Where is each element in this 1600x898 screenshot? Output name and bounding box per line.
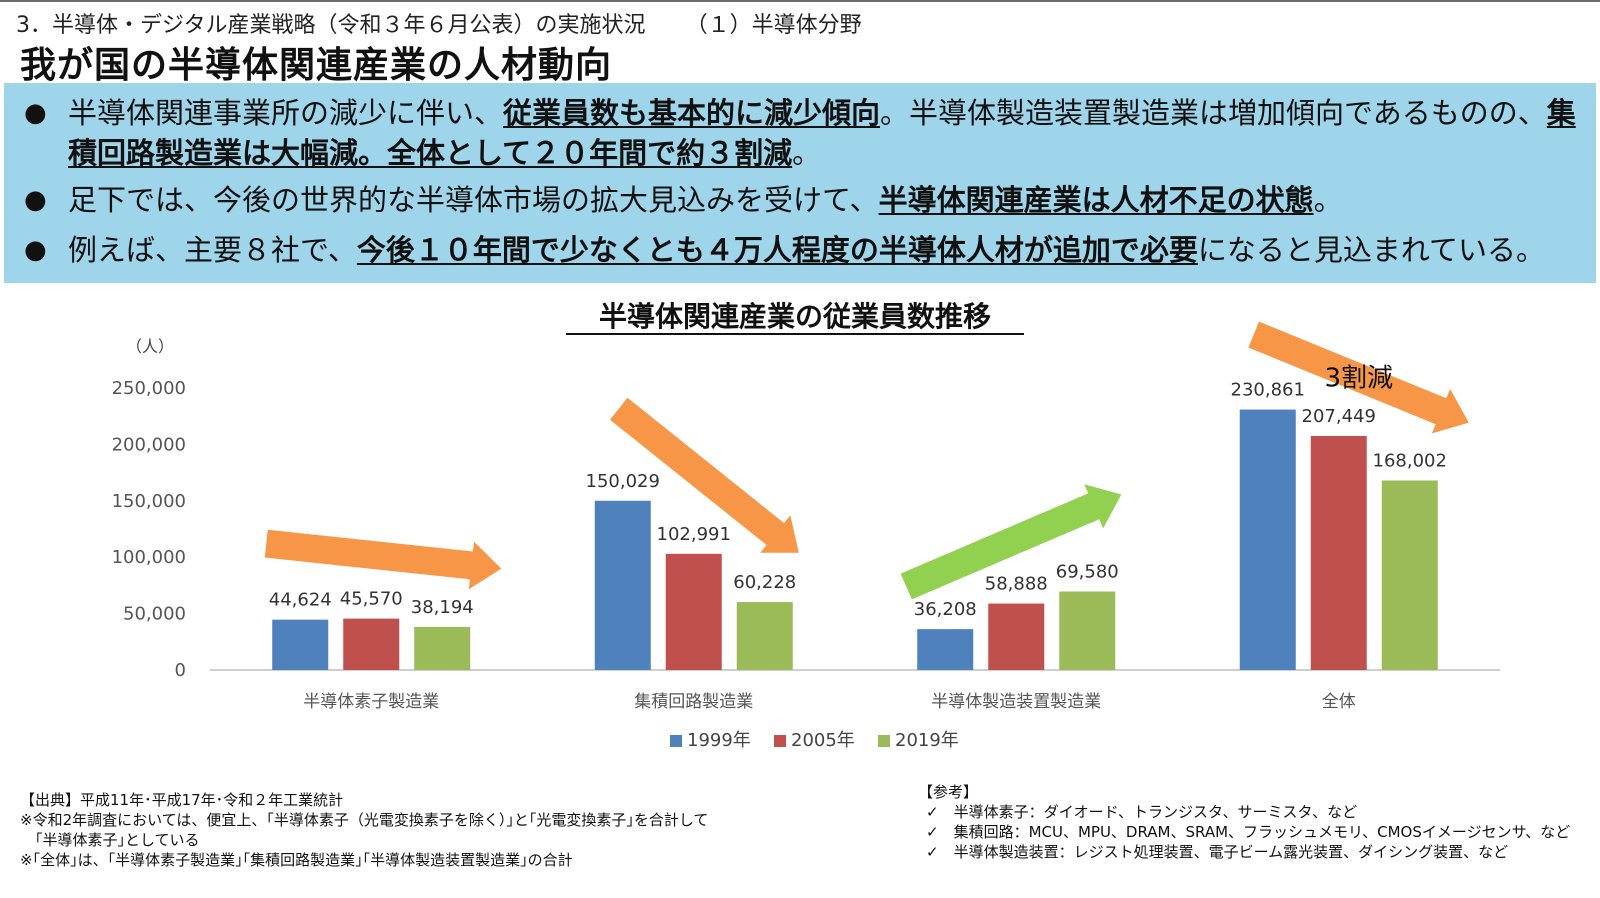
bullet-dot-icon: ● <box>24 98 47 128</box>
bullet-emphasis: 今後１０年間で少なくとも４万人程度の半導体人材が追加で必要 <box>356 233 1198 267</box>
data-label: 69,580 <box>1056 562 1119 583</box>
bullet-dot-icon: ● <box>24 185 47 215</box>
bullet-part: 。半導体製造装置製造業は増加傾向であるものの、 <box>880 96 1547 130</box>
bullet-part: 例えば、主要８社で、 <box>68 233 357 267</box>
y-tick-label: 50,000 <box>123 604 186 625</box>
data-label: 207,449 <box>1302 406 1376 427</box>
data-label: 168,002 <box>1373 450 1447 471</box>
bar <box>1310 435 1367 670</box>
data-label: 60,228 <box>733 572 796 593</box>
data-label: 44,624 <box>269 590 332 611</box>
summary-box: ● 半導体関連事業所の減少に伴い、従業員数も基本的に減少傾向。半導体製造装置製造… <box>4 83 1596 283</box>
bullet-emphasis: 集積回路製造業は大幅減。全体として２０年間で約３割減 <box>68 96 1576 170</box>
x-tick-label: 集積回路製造業 <box>634 692 753 712</box>
section-heading: 3．半導体・デジタル産業戦略（令和３年６月公表）の実施状況 （１）半導体分野 <box>16 7 862 39</box>
data-label: 38,194 <box>411 597 474 618</box>
bullet-part: 足下では、今後の世界的な半導体市場の拡大見込みを受けて、 <box>68 183 879 217</box>
data-label: 58,888 <box>985 574 1048 595</box>
page-title: 我が国の半導体関連産業の人材動向 <box>20 45 613 86</box>
legend-swatch <box>774 735 786 747</box>
x-tick-label: 全体 <box>1322 692 1356 712</box>
y-axis-unit: （人） <box>126 337 174 356</box>
legend-swatch <box>878 735 890 747</box>
reference-item: ✓ 半導体製造装置：レジスト処理装置、電子ビーム露光装置、ダイシング装置、など <box>926 843 1509 861</box>
subsection-label: （１）半導体分野 <box>685 13 862 38</box>
bar <box>988 603 1045 670</box>
legend-label: 2005年 <box>791 730 855 751</box>
data-label: 45,570 <box>340 589 403 610</box>
bullet-text: 半導体関連事業所の減少に伴い、従業員数も基本的に減少傾向。半導体製造装置製造業は… <box>68 93 1588 173</box>
source-notes: 【出典】平成11年･平成17年･令和２年工業統計 ※令和2年調査においては、便宜… <box>20 790 708 870</box>
bar <box>736 602 793 670</box>
bar <box>1381 480 1438 670</box>
source-line: 【出典】平成11年･平成17年･令和２年工業統計 <box>20 791 344 809</box>
trend-arrow-icon <box>264 529 502 590</box>
plot-area: 0 50,000 100,000 150,000 200,000 250,000 44,62… <box>112 321 1500 751</box>
reduction-annotation: 3割減 <box>1324 364 1393 394</box>
bullet-part: 半導体関連事業所の減少に伴い、 <box>68 96 504 130</box>
x-tick-label: 半導体製造装置製造業 <box>931 692 1101 712</box>
section-label: 3．半導体・デジタル産業戦略（令和３年６月公表）の実施状況 <box>16 13 646 38</box>
bullet-text: 例えば、主要８社で、今後１０年間で少なくとも４万人程度の半導体人材が追加で必要に… <box>68 230 1545 270</box>
legend-label: 1999年 <box>687 730 751 751</box>
y-tick-label: 100,000 <box>112 547 186 568</box>
bar <box>1059 591 1116 670</box>
bar <box>414 626 471 670</box>
bar <box>272 619 329 670</box>
reference-notes: 【参考】 ✓ 半導体素子：ダイオード、トランジスタ、サーミスタ、など ✓ 集積回… <box>918 782 1570 862</box>
bullet-part: になると見込まれている。 <box>1197 233 1545 267</box>
bullet-text: 足下では、今後の世界的な半導体市場の拡大見込みを受けて、半導体関連産業は人材不足… <box>68 180 1343 220</box>
employee-bar-chart: 半導体関連産業の従業員数推移 （人） 0 50,000 100,000 150,000… <box>112 300 1500 751</box>
bar <box>665 553 722 670</box>
section-divider <box>0 0 1600 2</box>
bullet-emphasis: 従業員数も基本的に減少傾向 <box>503 96 881 130</box>
y-tick-label: 150,000 <box>112 491 186 512</box>
trend-arrow-icon <box>610 397 799 553</box>
trend-arrow-icon <box>1248 321 1469 434</box>
bar <box>1239 409 1296 670</box>
data-label: 102,991 <box>657 524 731 545</box>
data-label: 150,029 <box>586 471 660 492</box>
bar <box>343 618 400 670</box>
y-tick-label: 200,000 <box>112 434 186 455</box>
data-label: 36,208 <box>914 599 977 620</box>
y-tick-label: 250,000 <box>112 378 186 399</box>
bullet-part: 。 <box>1313 183 1343 217</box>
reference-item: ✓ 半導体素子：ダイオード、トランジスタ、サーミスタ、など <box>926 803 1358 821</box>
source-line: ※｢全体｣は、｢半導体素子製造業｣｢集積回路製造業｣｢半導体製造装置製造業｣の合… <box>20 851 573 869</box>
trend-arrow-icon <box>900 484 1122 600</box>
x-tick-label: 半導体素子製造業 <box>303 692 439 712</box>
data-label: 230,861 <box>1231 380 1305 401</box>
chart-title: 半導体関連産業の従業員数推移 <box>599 300 991 333</box>
reference-item: ✓ 集積回路：MCU、MPU、DRAM、SRAM、フラッシュメモリ、CMOSイメ… <box>926 823 1571 841</box>
bullet-dot-icon: ● <box>24 235 47 265</box>
y-tick-label: 0 <box>175 660 186 681</box>
bullet-part: 。 <box>792 136 822 170</box>
bar <box>917 629 974 670</box>
bullet-emphasis: 半導体関連産業は人材不足の状態 <box>878 183 1314 217</box>
reference-title: 【参考】 <box>918 783 979 801</box>
bar <box>594 500 651 670</box>
source-line: ※令和2年調査においては、便宜上、｢半導体素子（光電変換素子を除く）｣と｢光電変… <box>20 811 709 829</box>
legend-label: 2019年 <box>895 730 959 751</box>
legend-swatch <box>670 735 682 747</box>
source-line: ｢半導体素子｣としている <box>20 831 200 849</box>
